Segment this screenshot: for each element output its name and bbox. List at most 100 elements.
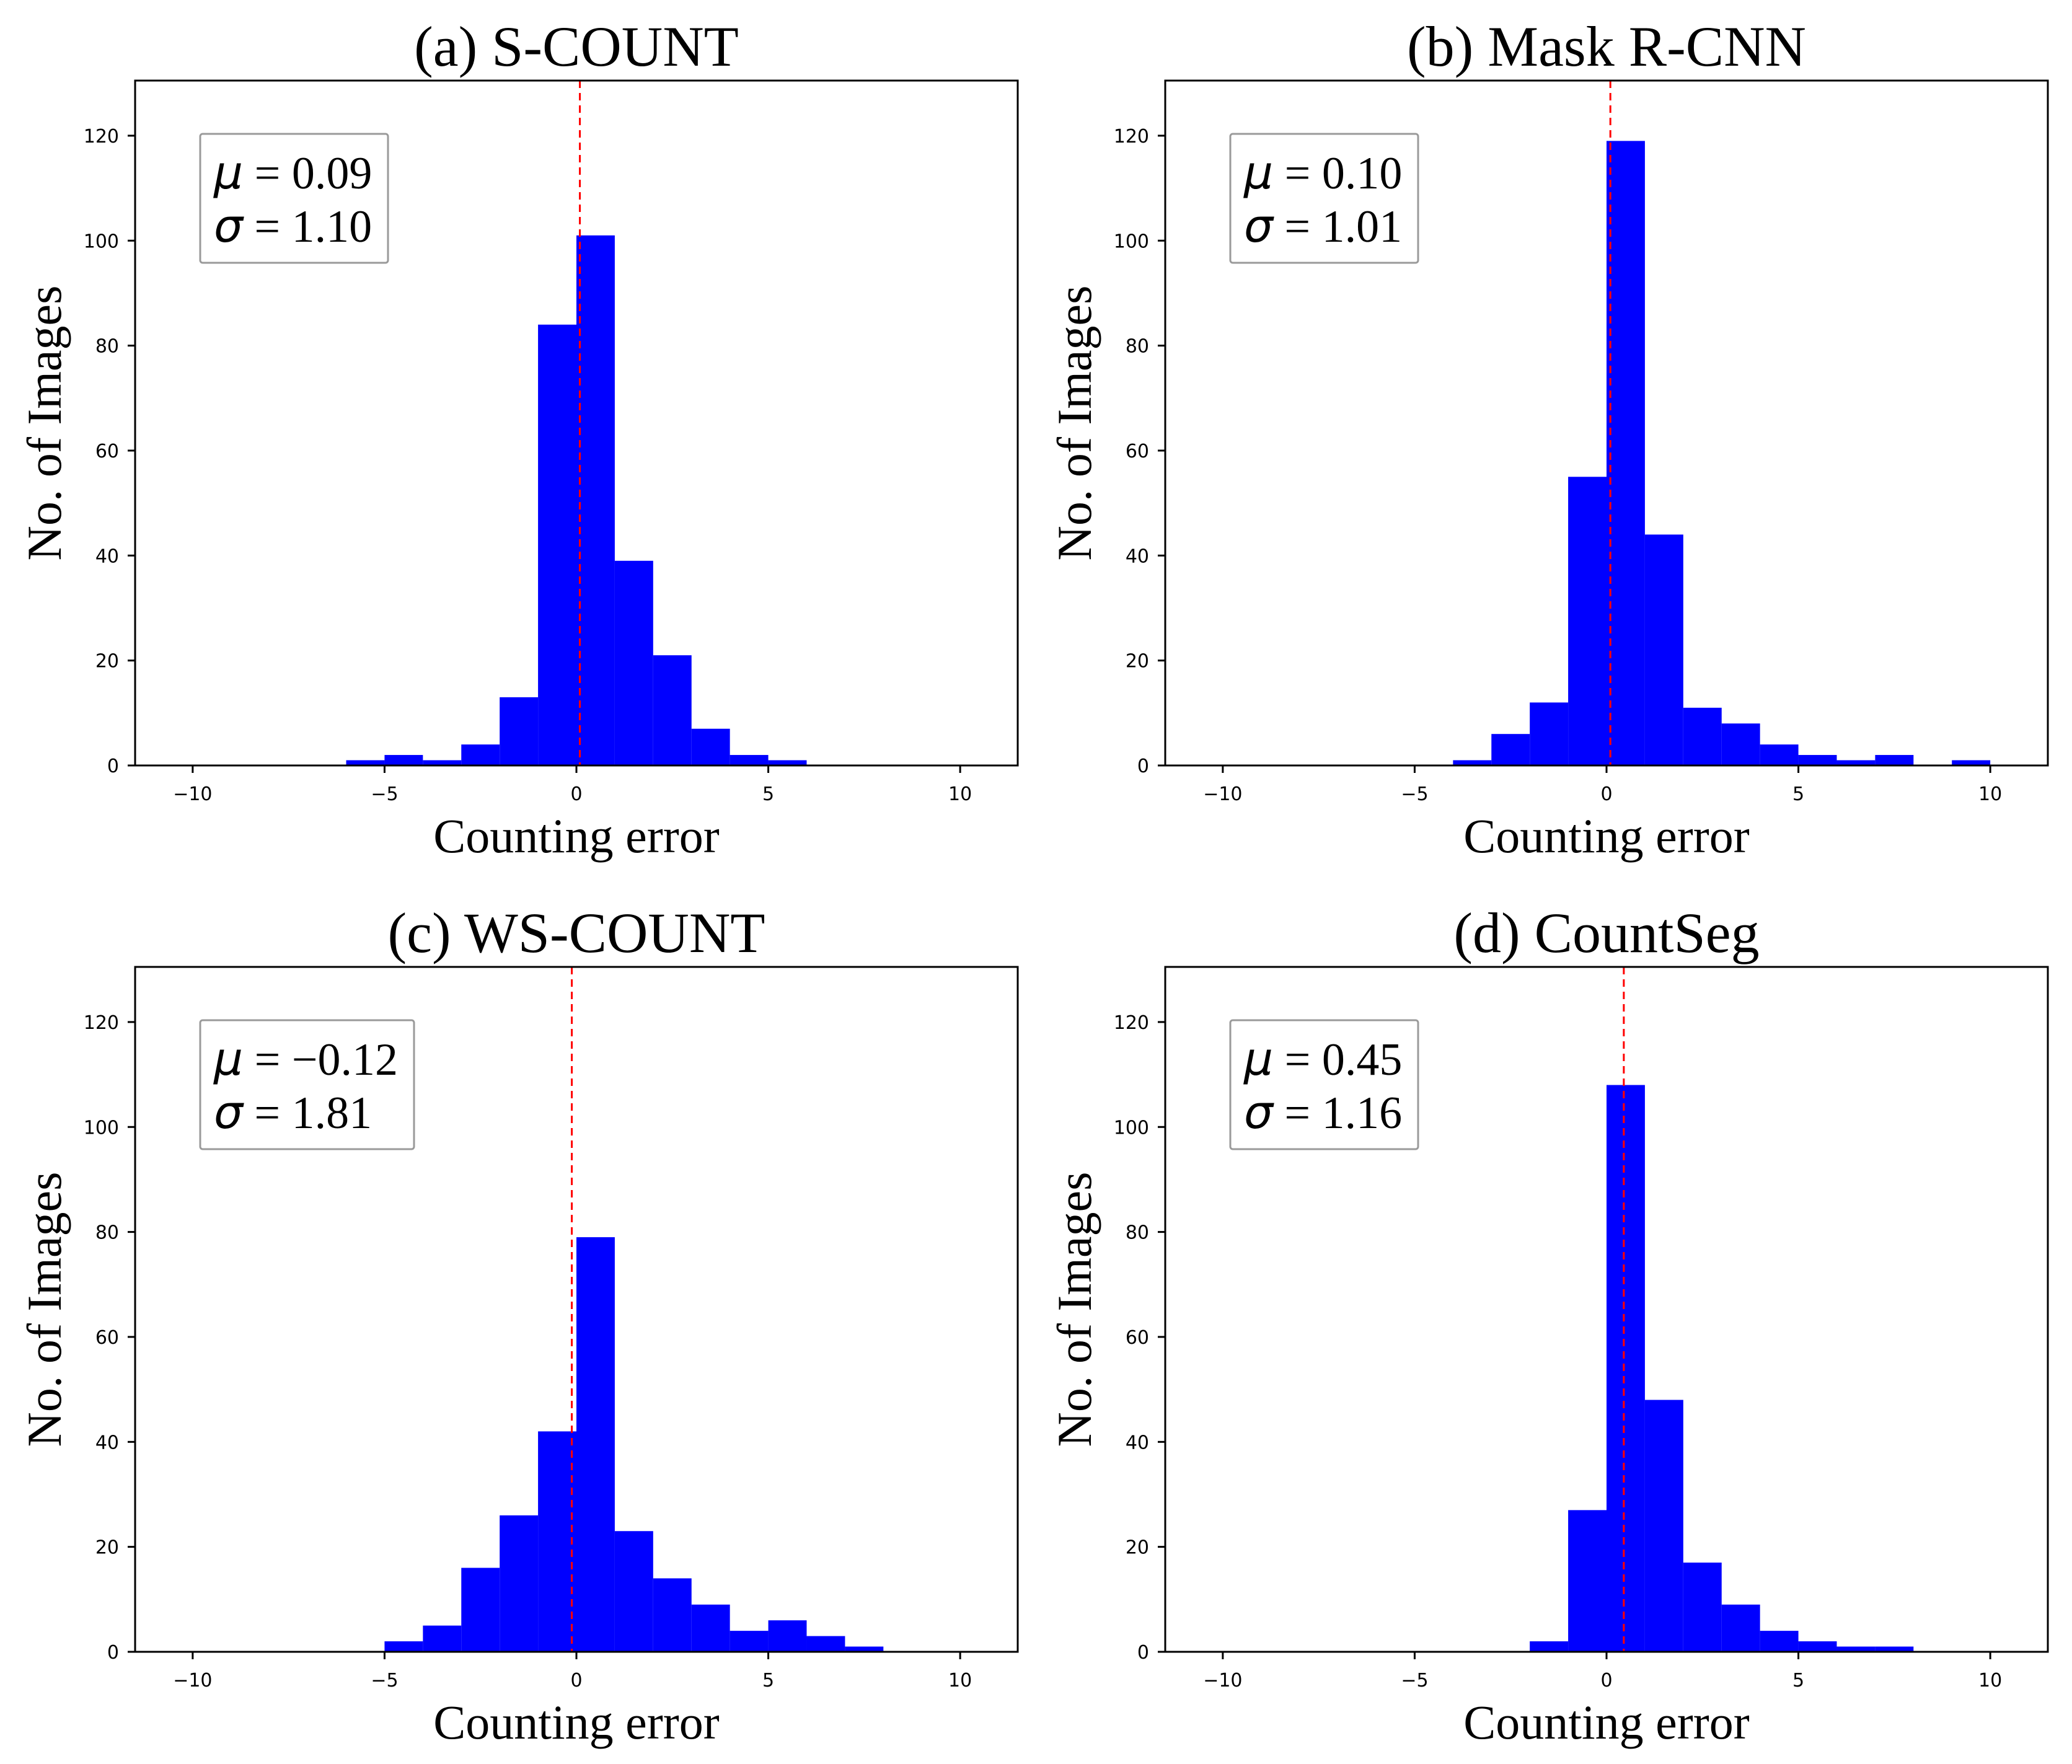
chart-s-count-bar-2 bbox=[423, 760, 462, 765]
chart-mask-rcnn-sigma-symbol: σ bbox=[1244, 200, 1274, 253]
chart-mask-rcnn-ytick-label-6: 120 bbox=[1114, 126, 1149, 148]
chart-mask-rcnn-bar-2 bbox=[1530, 702, 1569, 765]
chart-countseg-ytick-label-1: 20 bbox=[1126, 1537, 1149, 1559]
chart-ws-count-stats-box: μ = −0.12σ = 1.81 bbox=[199, 1019, 415, 1150]
chart-countseg-xlabel: Counting error bbox=[1463, 1695, 1749, 1749]
chart-ws-count-ytick-label-1: 20 bbox=[95, 1537, 119, 1559]
chart-mask-rcnn-bar-11 bbox=[1875, 755, 1914, 765]
chart-s-count-bar-0 bbox=[346, 760, 385, 765]
chart-s-count-ytick-label-2: 40 bbox=[95, 545, 119, 567]
chart-mask-rcnn-xtick-label-2: 0 bbox=[1600, 783, 1612, 805]
chart-ws-count-bar-12 bbox=[845, 1646, 884, 1652]
chart-mask-rcnn-bar-8 bbox=[1760, 744, 1799, 765]
chart-s-count-ytick-label-6: 120 bbox=[84, 126, 119, 148]
chart-ws-count-xtick-label-3: 5 bbox=[762, 1670, 774, 1691]
chart-ws-count-ytick-label-3: 60 bbox=[95, 1327, 119, 1349]
chart-mask-rcnn-bar-3 bbox=[1568, 477, 1607, 765]
chart-mask-rcnn-mu-symbol: μ bbox=[1243, 146, 1273, 200]
chart-mask-rcnn-bar-10 bbox=[1836, 760, 1876, 765]
chart-ws-count-bar-0 bbox=[384, 1641, 423, 1652]
chart-s-count-ytick-label-1: 20 bbox=[95, 651, 119, 673]
chart-mask-rcnn-title: (b) Mask R-CNN bbox=[1407, 15, 1806, 78]
chart-mask-rcnn-sigma-value: = 1.01 bbox=[1273, 201, 1402, 252]
chart-s-count-bar-4 bbox=[500, 697, 539, 765]
chart-s-count-bar-7 bbox=[614, 560, 653, 765]
chart-s-count-ytick-label-4: 80 bbox=[95, 336, 119, 358]
chart-mask-rcnn-bar-9 bbox=[1798, 755, 1837, 765]
chart-mask-rcnn-bar-6 bbox=[1683, 707, 1722, 765]
chart-ws-count-bar-10 bbox=[768, 1620, 807, 1652]
chart-s-count-ylabel: No. of Images bbox=[17, 285, 71, 560]
chart-s-count-stats-box: μ = 0.09σ = 1.10 bbox=[199, 133, 389, 264]
chart-s-count-bar-3 bbox=[461, 744, 500, 765]
chart-ws-count-bar-8 bbox=[691, 1604, 730, 1652]
chart-s-count-sigma-value: = 1.10 bbox=[243, 201, 372, 252]
chart-ws-count-xtick-label-0: −10 bbox=[173, 1670, 212, 1691]
chart-s-count-sigma-symbol: σ bbox=[214, 200, 244, 253]
chart-countseg-title: (d) CountSeg bbox=[1453, 901, 1759, 964]
chart-ws-count-bar-11 bbox=[806, 1636, 845, 1652]
chart-s-count-ytick-label-5: 100 bbox=[84, 231, 119, 252]
chart-ws-count-bar-3 bbox=[500, 1515, 539, 1652]
chart-countseg-stat-mu: μ = 0.45 bbox=[1243, 1033, 1402, 1086]
chart-countseg-bar-6 bbox=[1760, 1631, 1799, 1652]
chart-ws-count-ytick-label-6: 120 bbox=[84, 1012, 119, 1034]
chart-countseg-xtick-label-4: 10 bbox=[1978, 1670, 2002, 1691]
chart-mask-rcnn-xtick-label-1: −5 bbox=[1401, 783, 1428, 805]
chart-mask-rcnn-ytick-label-0: 0 bbox=[1137, 756, 1149, 777]
chart-countseg-bar-5 bbox=[1721, 1604, 1760, 1652]
chart-ws-count-mu-symbol: μ bbox=[213, 1033, 243, 1086]
chart-countseg-ytick-label-6: 120 bbox=[1114, 1012, 1149, 1034]
chart-countseg-stats-box: μ = 0.45σ = 1.16 bbox=[1229, 1019, 1419, 1150]
chart-mask-rcnn-xtick-label-4: 10 bbox=[1978, 783, 2002, 805]
chart-s-count-bar-6 bbox=[576, 235, 615, 765]
chart-countseg-xtick-label-3: 5 bbox=[1792, 1670, 1804, 1691]
chart-mask-rcnn-bar-4 bbox=[1607, 141, 1645, 765]
chart-mask-rcnn-ytick-label-3: 60 bbox=[1126, 441, 1149, 462]
chart-countseg-ylabel: No. of Images bbox=[1047, 1171, 1101, 1447]
chart-mask-rcnn-bar-1 bbox=[1491, 734, 1530, 765]
chart-s-count-bar-9 bbox=[691, 728, 730, 765]
chart-mask-rcnn-bar-12 bbox=[1952, 760, 1991, 765]
chart-ws-count-bar-9 bbox=[730, 1631, 769, 1652]
chart-countseg-stat-sigma: σ = 1.16 bbox=[1244, 1086, 1402, 1139]
chart-mask-rcnn-stats-box-border bbox=[1229, 133, 1419, 264]
chart-s-count-title: (a) S-COUNT bbox=[414, 15, 739, 78]
chart-countseg-xtick-label-2: 0 bbox=[1600, 1670, 1612, 1691]
chart-s-count-mu-symbol: μ bbox=[213, 146, 243, 200]
chart-mask-rcnn-ylabel: No. of Images bbox=[1047, 285, 1101, 560]
chart-mask-rcnn-ytick-label-4: 80 bbox=[1126, 336, 1149, 358]
chart-s-count-stat-sigma: σ = 1.10 bbox=[214, 200, 372, 253]
chart-ws-count-sigma-value: = 1.81 bbox=[243, 1088, 372, 1139]
chart-s-count-ytick-label-0: 0 bbox=[107, 756, 119, 777]
chart-countseg-bar-9 bbox=[1875, 1646, 1914, 1652]
chart-mask-rcnn-ytick-label-5: 100 bbox=[1114, 231, 1149, 252]
chart-mask-rcnn-bar-0 bbox=[1453, 760, 1492, 765]
chart-ws-count-bar-2 bbox=[461, 1568, 500, 1652]
chart-ws-count-xtick-label-4: 10 bbox=[948, 1670, 972, 1691]
chart-s-count-xtick-label-3: 5 bbox=[762, 783, 774, 805]
chart-countseg-bar-3 bbox=[1644, 1400, 1683, 1652]
chart-ws-count-sigma-symbol: σ bbox=[214, 1086, 244, 1139]
chart-s-count-bar-10 bbox=[730, 755, 769, 765]
chart-s-count-bar-8 bbox=[653, 655, 692, 765]
chart-countseg-mu-symbol: μ bbox=[1243, 1033, 1273, 1086]
chart-mask-rcnn-bar-7 bbox=[1721, 723, 1760, 765]
chart-countseg-ytick-label-3: 60 bbox=[1126, 1327, 1149, 1349]
chart-countseg-bar-4 bbox=[1683, 1563, 1722, 1652]
chart-ws-count-ytick-label-0: 0 bbox=[107, 1642, 119, 1664]
chart-mask-rcnn-stats-box: μ = 0.10σ = 1.01 bbox=[1229, 133, 1419, 264]
chart-s-count-stats-box-border bbox=[199, 133, 389, 264]
chart-countseg-sigma-symbol: σ bbox=[1244, 1086, 1274, 1139]
chart-countseg-ytick-label-4: 80 bbox=[1126, 1222, 1149, 1244]
chart-ws-count-stats-box-border bbox=[199, 1019, 415, 1150]
chart-s-count-xtick-label-2: 0 bbox=[570, 783, 582, 805]
chart-ws-count-ylabel: No. of Images bbox=[17, 1171, 71, 1447]
chart-mask-rcnn-ytick-label-1: 20 bbox=[1126, 651, 1149, 673]
chart-countseg-bar-8 bbox=[1836, 1646, 1876, 1652]
